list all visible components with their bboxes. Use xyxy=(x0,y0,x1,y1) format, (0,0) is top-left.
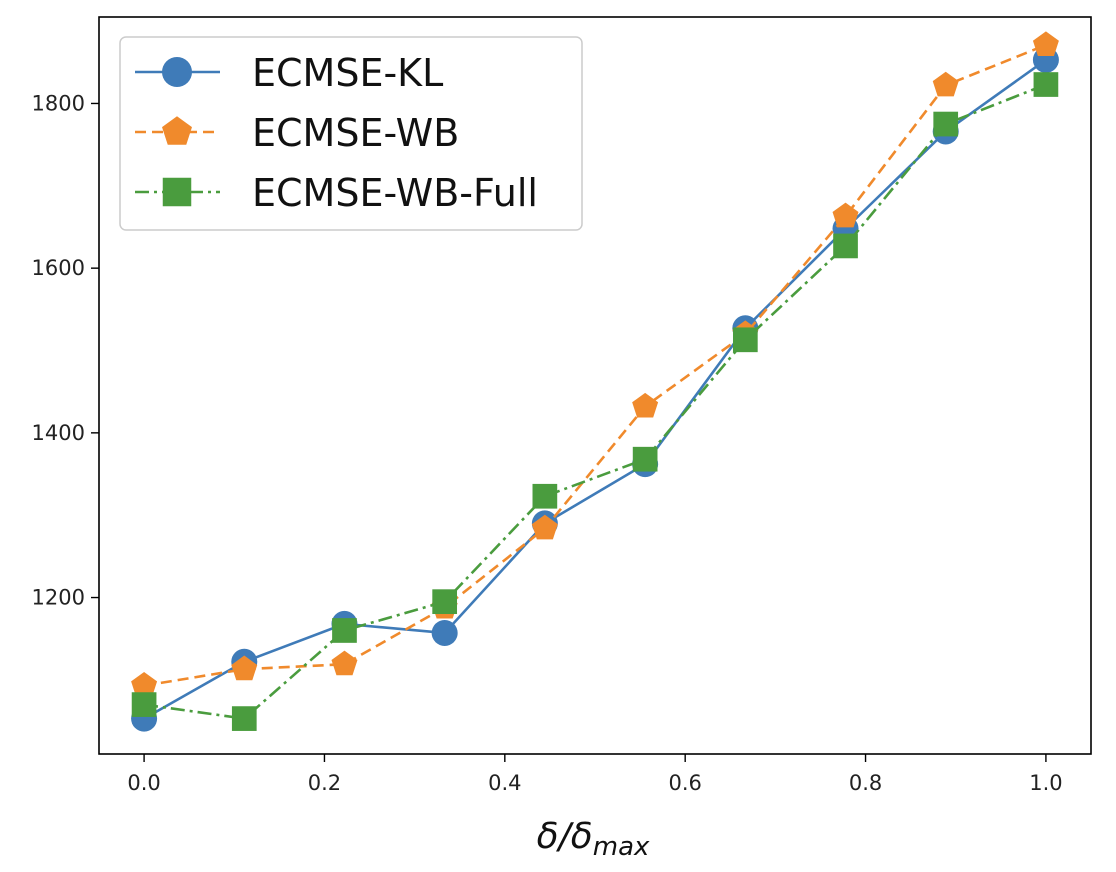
data-point xyxy=(431,619,458,646)
series-line xyxy=(143,58,1047,720)
legend-marker xyxy=(162,116,192,145)
legend-label: ECMSE-WB-Full xyxy=(252,171,538,215)
x-tick-label: 0.6 xyxy=(668,771,701,795)
series-layer xyxy=(131,31,1059,732)
data-point xyxy=(532,483,558,509)
data-point xyxy=(332,618,357,643)
x-tick-label: 0.0 xyxy=(127,771,160,795)
data-point xyxy=(832,202,859,228)
x-tick-label: 0.4 xyxy=(488,771,521,795)
data-point xyxy=(932,71,959,97)
data-point xyxy=(331,650,358,676)
legend-box xyxy=(119,36,583,231)
data-point xyxy=(1032,31,1059,57)
data-point xyxy=(632,392,659,418)
plot-frame xyxy=(98,16,1092,755)
data-point xyxy=(231,706,257,731)
y-tick-label: 1600 xyxy=(32,256,85,280)
y-tick-label: 1800 xyxy=(32,91,85,115)
legend-marker xyxy=(162,177,192,207)
data-point xyxy=(231,655,258,681)
series-ecmse-wb-full xyxy=(131,72,1059,731)
legend-label: ECMSE-KL xyxy=(252,51,443,95)
x-axis-label: δ/δmax xyxy=(537,816,650,862)
data-point xyxy=(531,514,558,540)
data-point xyxy=(732,327,758,353)
y-tick-label: 1200 xyxy=(32,586,85,610)
y-tick-label: 1400 xyxy=(32,421,85,445)
data-point xyxy=(131,692,157,717)
legend-marker xyxy=(162,57,192,87)
data-point xyxy=(833,233,858,259)
data-point xyxy=(632,446,658,472)
axis-layer: 0.0 0.2 0.4 0.6 0.8 1.0 1200 1400 1600 1800 xyxy=(32,91,1063,795)
x-tick-label: 0.8 xyxy=(849,771,882,795)
data-point xyxy=(131,672,158,697)
legend-label: ECMSE-WB xyxy=(252,111,459,155)
x-tick-label: 0.2 xyxy=(308,771,341,795)
data-point xyxy=(1033,72,1059,97)
data-point xyxy=(933,111,959,137)
series-line xyxy=(143,83,1047,720)
legend: ECMSE-KL ECMSE-WB ECMSE-WB-Full xyxy=(119,36,583,231)
x-tick-label: 1.0 xyxy=(1029,771,1062,795)
data-point xyxy=(432,589,458,615)
